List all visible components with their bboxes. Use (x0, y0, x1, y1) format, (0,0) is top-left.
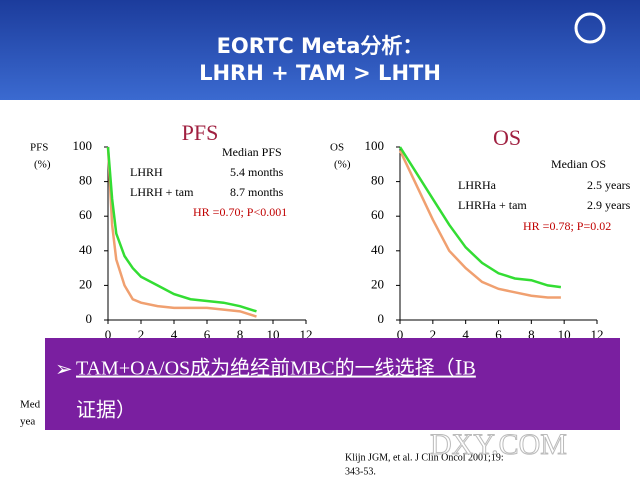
survival-curve (398, 146, 562, 289)
y-tick-label: 20 (79, 276, 92, 291)
y-tick-label: 100 (365, 138, 385, 153)
watermark: DXY.COM (430, 428, 567, 461)
median-header: Median PFS (222, 145, 282, 159)
x-tick-label: 4 (171, 327, 178, 342)
fragment-text: yea (20, 416, 35, 428)
x-tick-label: 2 (138, 327, 145, 342)
logo (574, 12, 606, 44)
banner (45, 338, 620, 430)
survival-curve (398, 149, 561, 299)
fragment-text: Med (20, 399, 41, 411)
legend-label: LHRHa (458, 178, 497, 192)
chart-title: OS (493, 125, 521, 150)
y-axis-unit: (%) (334, 159, 351, 171)
y-tick-label: 0 (86, 311, 93, 326)
median-value: 2.5 years (587, 178, 631, 192)
banner-text: TAM+OA/OS成为绝经前MBC的一线选择（ⅠB (76, 357, 476, 380)
y-tick-label: 40 (371, 242, 384, 257)
median-value: 8.7 months (230, 185, 284, 199)
chart-title: PFS (182, 120, 219, 145)
x-tick-label: 6 (204, 327, 211, 342)
banner-bullet: ➢ (55, 357, 73, 381)
header-bar (0, 0, 640, 100)
median-value: 5.4 months (230, 165, 284, 179)
y-axis-label: PFS (30, 142, 48, 154)
x-tick-label: 2 (430, 327, 437, 342)
x-tick-label: 8 (528, 327, 535, 342)
banner-text: 证据） (76, 399, 136, 422)
citation: Klijn JGM, et al. J Clin Oncol 2001;19: (345, 452, 504, 463)
x-tick-label: 6 (495, 327, 502, 342)
y-tick-label: 60 (79, 207, 92, 222)
y-tick-label: 80 (79, 173, 92, 188)
legend-label: LHRHa + tam (458, 198, 527, 212)
hazard-ratio: HR =0.70; P<0.001 (193, 205, 287, 219)
x-tick-label: 8 (237, 327, 244, 342)
x-tick-label: 0 (397, 327, 404, 342)
survival-curve (106, 146, 257, 313)
header-title: LHRH + TAM > LHTH (199, 61, 441, 85)
legend-label: LHRH (130, 165, 163, 179)
legend-label: LHRH + tam (130, 185, 194, 199)
citation: 343-53. (345, 466, 376, 477)
header-title: EORTC Meta分析： (217, 34, 424, 58)
x-tick-label: 0 (105, 327, 112, 342)
y-tick-label: 80 (371, 173, 384, 188)
x-tick-label: 4 (462, 327, 469, 342)
hazard-ratio: HR =0.78; P=0.02 (523, 219, 611, 233)
median-value: 2.9 years (587, 198, 631, 212)
y-tick-label: 0 (378, 311, 385, 326)
y-tick-label: 60 (371, 207, 384, 222)
y-tick-label: 40 (79, 242, 92, 257)
survival-curve (106, 146, 257, 318)
y-tick-label: 20 (371, 276, 384, 291)
y-tick-label: 100 (73, 138, 93, 153)
median-header: Median OS (551, 157, 606, 171)
y-axis-unit: (%) (34, 159, 51, 171)
y-axis-label: OS (330, 142, 344, 154)
